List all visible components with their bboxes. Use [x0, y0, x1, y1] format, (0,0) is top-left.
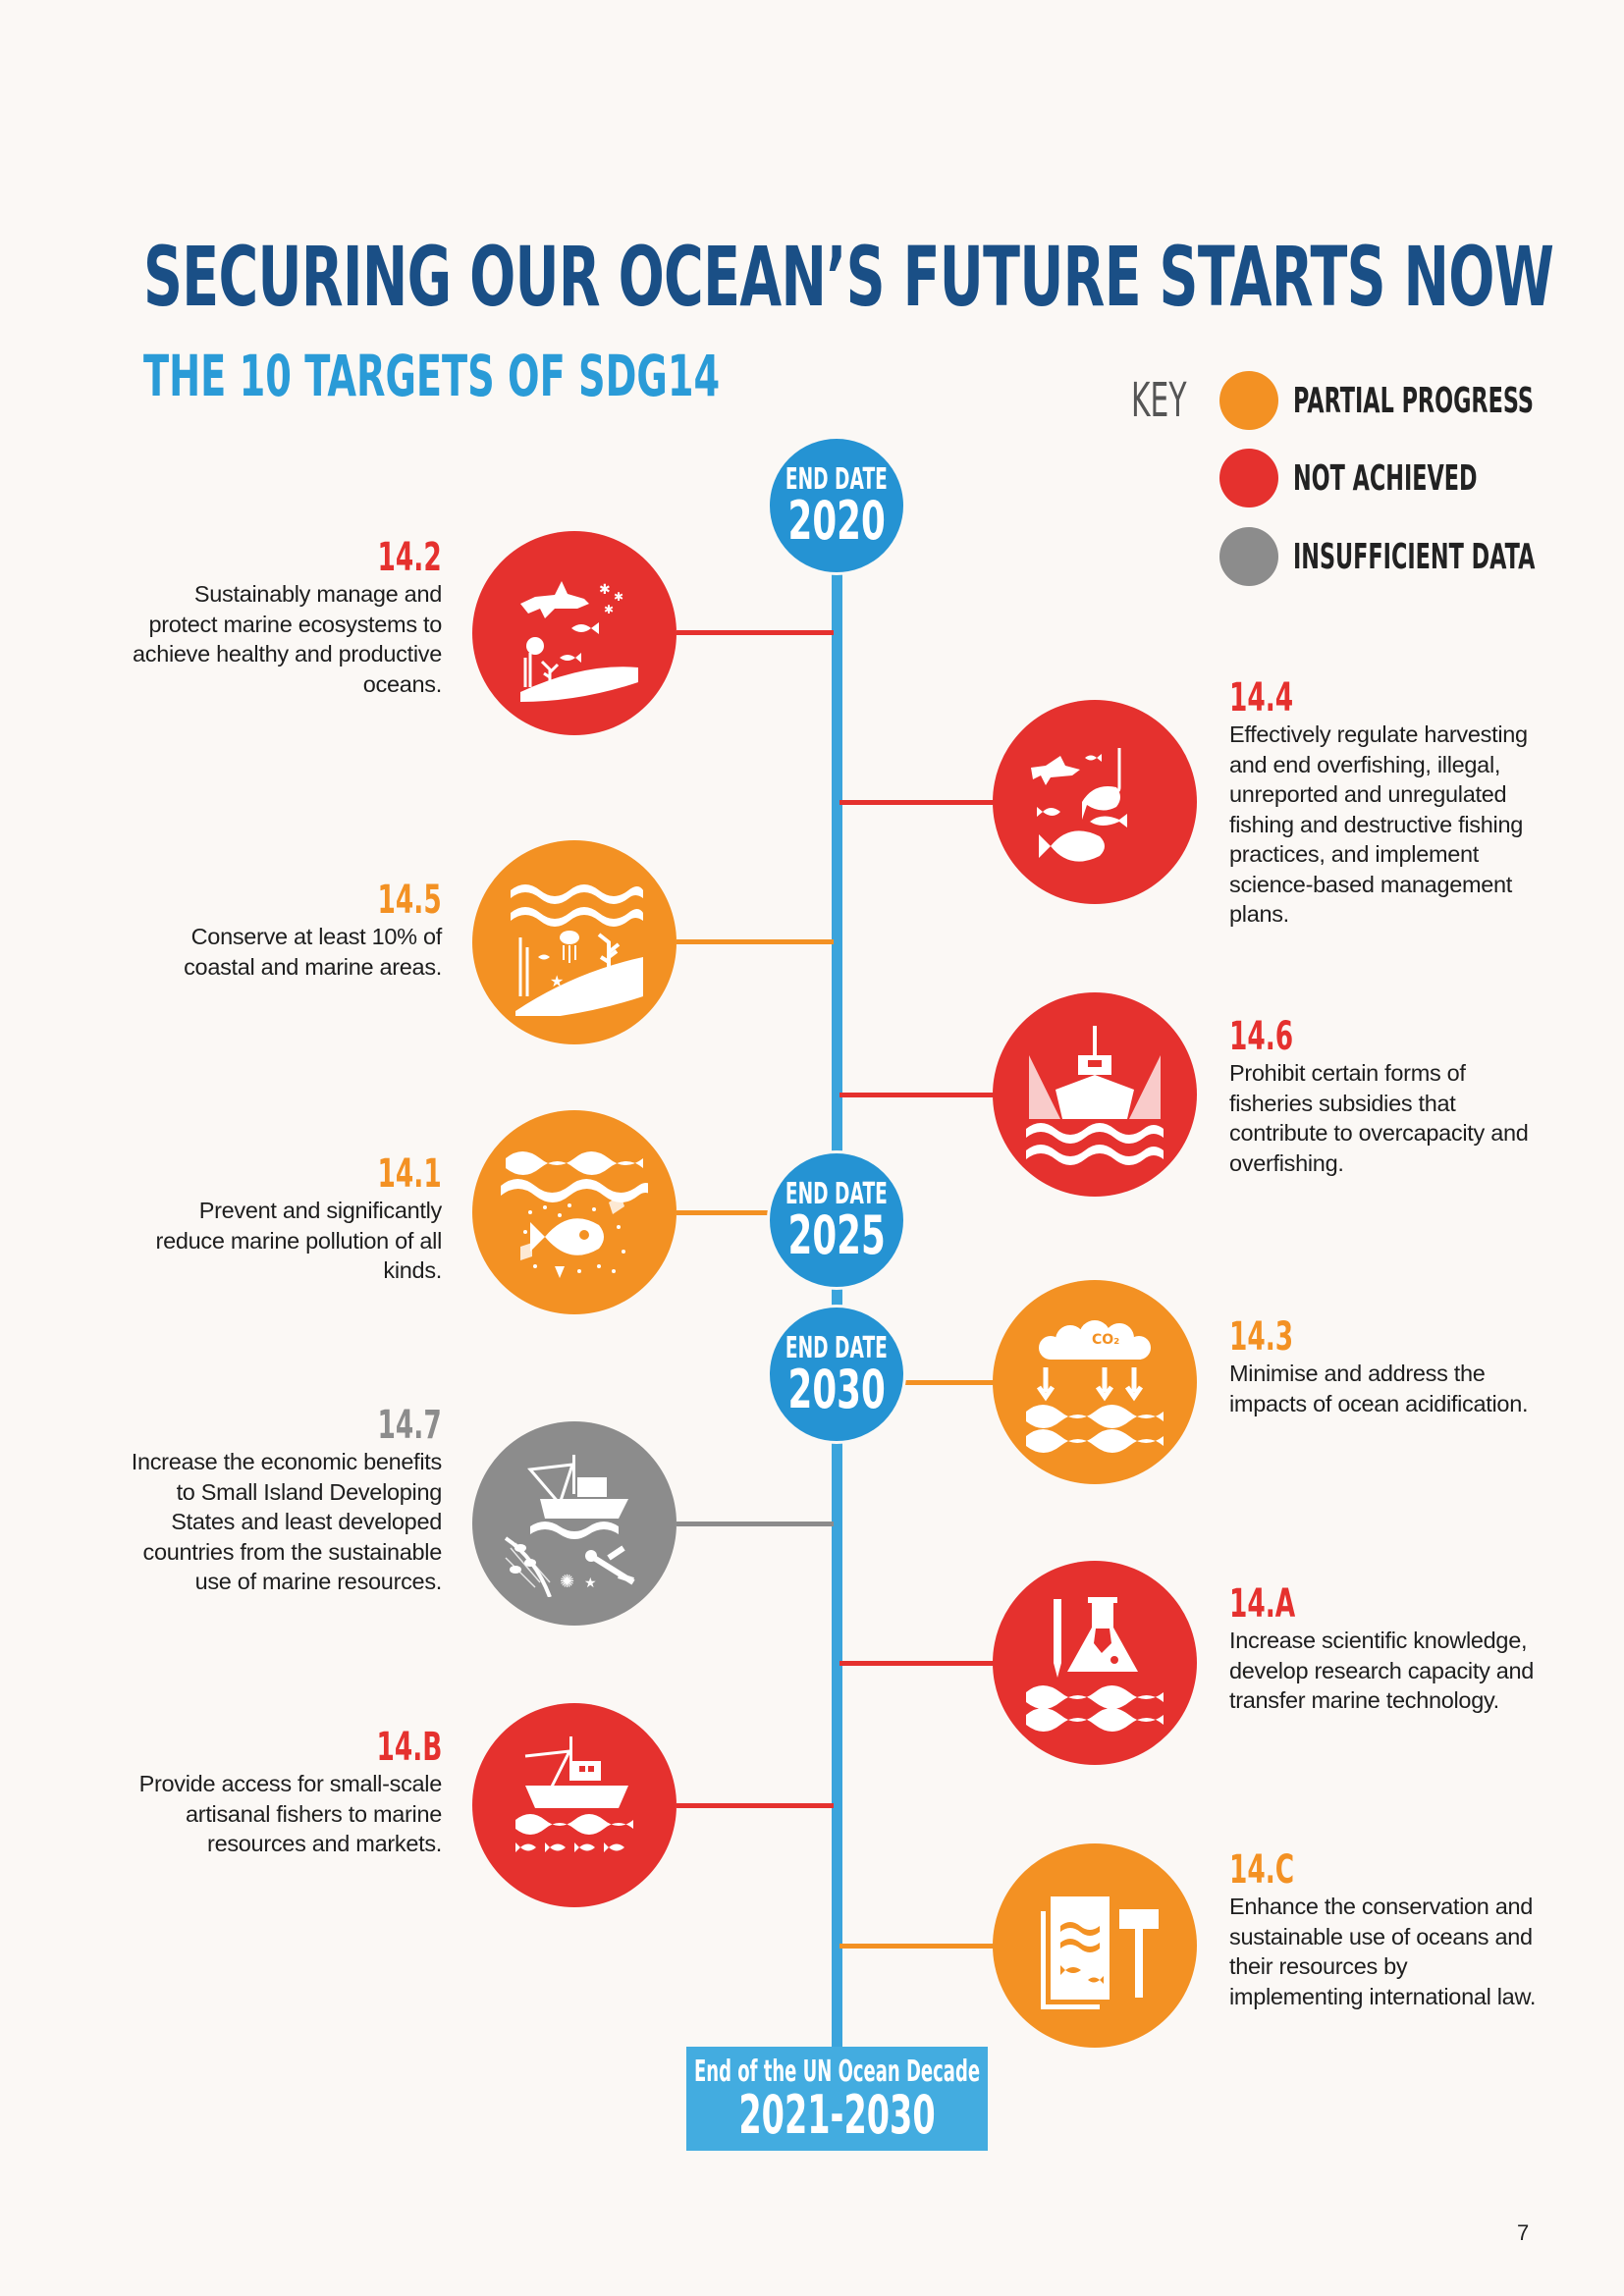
target-14-5: 14.5 Conserve at least 10% of coastal an…: [128, 881, 442, 982]
target-14-b-circle: [472, 1703, 677, 1907]
legend-title: KEY: [1131, 373, 1187, 428]
target-number: 14.2: [377, 535, 442, 580]
decade-label: End of the UN Ocean Decade: [693, 2055, 981, 2089]
target-description: Prohibit certain forms of fisheries subs…: [1229, 1060, 1529, 1176]
target-number: 14.4: [1229, 675, 1294, 721]
page-subtitle: THE 10 TARGETS OF SDG14: [143, 343, 721, 409]
end-date-year: 2020: [787, 490, 886, 552]
target-14-b: 14.B Provide access for small-scale arti…: [128, 1725, 443, 1859]
science-flask-icon: [1026, 1597, 1164, 1732]
red-dot-icon: [1219, 449, 1278, 507]
svg-text:✺: ✺: [560, 1572, 574, 1591]
target-number: 14.1: [377, 1151, 442, 1197]
target-14-4: 14.4 Effectively regulate harvesting and…: [1229, 678, 1543, 930]
grey-dot-icon: [1219, 527, 1278, 586]
end-date-year: 2025: [787, 1204, 886, 1266]
target-14-7: 14.7 Increase the economic benefits to S…: [128, 1403, 443, 1597]
target-14-6: 14.6 Prohibit certain forms of fisheries…: [1229, 1017, 1543, 1178]
target-14-6-circle: [993, 992, 1197, 1197]
target-14-7-circle: ✺ ★: [472, 1421, 677, 1626]
target-14-4-circle: [993, 700, 1197, 904]
svg-text:✱: ✱: [614, 590, 623, 604]
fishing-trawler-icon: [1026, 1026, 1164, 1165]
target-number: 14.7: [377, 1403, 442, 1448]
connector-14-5: [677, 939, 834, 944]
end-date-label: END DATE: [785, 462, 888, 497]
target-description: Prevent and significantly reduce marine …: [155, 1198, 443, 1283]
target-14-1-circle: [472, 1110, 677, 1314]
legend-label: INSUFFICIENT DATA: [1293, 536, 1536, 577]
target-number: 14.B: [376, 1725, 442, 1770]
page-number: 7: [1517, 2220, 1530, 2245]
target-14-a: 14.A Increase scientific knowledge, deve…: [1229, 1584, 1543, 1716]
connector-14-3: [839, 1380, 997, 1385]
target-14-5-circle: ★: [472, 840, 677, 1044]
legend-label: NOT ACHIEVED: [1293, 457, 1478, 499]
target-description: Minimise and address the impacts of ocea…: [1229, 1361, 1529, 1416]
target-14-3-circle: CO₂: [993, 1280, 1197, 1484]
ocean-acidification-icon: CO₂: [1026, 1320, 1164, 1453]
target-14-a-circle: [993, 1561, 1197, 1765]
svg-text:★: ★: [579, 672, 593, 689]
un-ocean-decade-box: End of the UN Ocean Decade 2021-2030: [686, 2047, 988, 2151]
connector-14-b: [677, 1803, 834, 1808]
end-date-year: 2030: [787, 1359, 886, 1420]
target-number: 14.6: [1229, 1014, 1294, 1059]
connector-14-2: [677, 630, 834, 635]
marine-ecosystem-icon: ✱ ✱ ✱ ★: [520, 581, 638, 702]
end-date-label: END DATE: [785, 1331, 888, 1365]
target-14-c-circle: [993, 1843, 1197, 2048]
end-date-2030: END DATE 2030: [767, 1305, 906, 1444]
target-description: Effectively regulate harvesting and end …: [1229, 721, 1528, 927]
target-description: Provide access for small-scale artisanal…: [138, 1771, 443, 1856]
svg-text:✱: ✱: [599, 581, 611, 597]
connector-14-1: [677, 1210, 834, 1215]
orange-dot-icon: [1219, 371, 1278, 430]
target-number: 14.A: [1229, 1581, 1296, 1627]
overfishing-fish-icon: [1031, 748, 1127, 862]
target-number: 14.5: [377, 878, 442, 923]
target-number: 14.C: [1229, 1847, 1295, 1893]
page-title: SECURING OUR OCEAN’S FUTURE STARTS NOW: [143, 229, 1554, 325]
target-description: Increase the economic benefits to Small …: [131, 1449, 443, 1594]
decade-years: 2021-2030: [738, 2084, 936, 2146]
connector-14-a: [839, 1661, 997, 1666]
svg-text:✱: ✱: [604, 603, 614, 616]
legend-item-insufficient-data: INSUFFICIENT DATA: [1219, 527, 1624, 586]
target-14-1: 14.1 Prevent and significantly reduce ma…: [128, 1151, 443, 1286]
target-description: Increase scientific knowledge, develop r…: [1229, 1628, 1535, 1713]
svg-text:CO₂: CO₂: [1092, 1332, 1119, 1348]
target-14-c: 14.C Enhance the conservation and sustai…: [1229, 1850, 1543, 2011]
end-date-2025: END DATE 2025: [767, 1150, 906, 1290]
end-date-label: END DATE: [785, 1177, 888, 1211]
svg-text:★: ★: [584, 1575, 597, 1590]
target-14-2: 14.2 Sustainably manage and protect mari…: [128, 538, 442, 699]
legend-label: PARTIAL PROGRESS: [1293, 380, 1534, 421]
target-description: Sustainably manage and protect marine ec…: [133, 581, 442, 697]
marine-pollution-icon: [501, 1151, 648, 1278]
island-economy-icon: ✺ ★: [504, 1455, 635, 1597]
connector-14-4: [839, 800, 997, 805]
legend-item-partial-progress: PARTIAL PROGRESS: [1219, 371, 1624, 430]
artisanal-fishing-boat-icon: [515, 1736, 633, 1852]
legend-item-not-achieved: NOT ACHIEVED: [1219, 449, 1591, 507]
target-number: 14.3: [1229, 1314, 1294, 1360]
target-14-2-circle: ✱ ✱ ✱ ★: [472, 531, 677, 735]
target-description: Conserve at least 10% of coastal and mar…: [184, 924, 442, 980]
svg-text:★: ★: [550, 974, 564, 990]
target-14-3: 14.3 Minimise and address the impacts of…: [1229, 1317, 1543, 1418]
coastal-area-icon: ★: [511, 884, 643, 1016]
target-description: Enhance the conservation and sustainable…: [1229, 1894, 1537, 2009]
connector-14-6: [839, 1093, 997, 1097]
connector-14-c: [839, 1944, 997, 1949]
law-gavel-icon: [1041, 1896, 1159, 2009]
end-date-2020: END DATE 2020: [767, 436, 906, 575]
connector-14-7: [677, 1522, 834, 1526]
